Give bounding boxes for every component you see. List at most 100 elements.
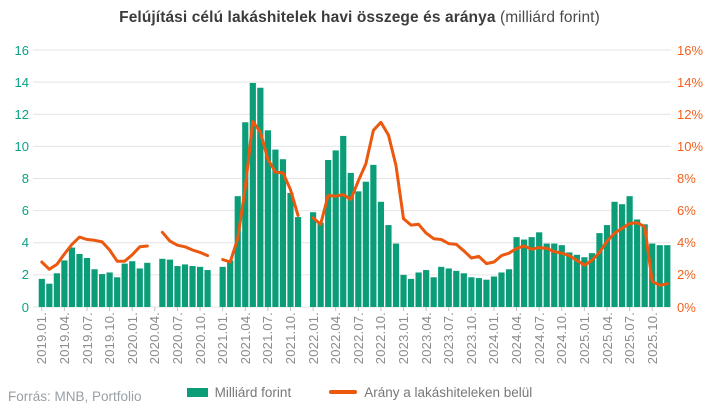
bar-2025.03.[interactable]: [596, 233, 603, 307]
ratio-line-segment[interactable]: [311, 120, 669, 287]
bar-2023.09.[interactable]: [460, 273, 467, 307]
ratio-line-segment[interactable]: [160, 230, 210, 258]
bar-2021.07.[interactable]: [264, 130, 271, 307]
bar-2025.09.[interactable]: [641, 224, 648, 307]
bar-2023.02.[interactable]: [407, 278, 415, 307]
bar-2019.10.[interactable]: [106, 272, 113, 307]
legend-item-line-series[interactable]: Arány a lakáshiteleken belül: [329, 385, 532, 400]
bar-2023.08.[interactable]: [453, 270, 460, 307]
bar-2020.02.[interactable]: [136, 268, 143, 307]
bar-2023.04.[interactable]: [423, 270, 430, 307]
bar-2019.03.[interactable]: [53, 273, 60, 307]
bar-2019.05.[interactable]: [68, 247, 76, 307]
y-axis-right-tick-label: 8%: [677, 171, 696, 186]
bar-2021.09.[interactable]: [279, 159, 287, 307]
bar-2020.05.[interactable]: [159, 258, 166, 307]
bar-2024.07.[interactable]: [536, 232, 543, 307]
y-axis-right-tick-label: 6%: [677, 203, 696, 219]
bar-2022.07.[interactable]: [355, 191, 362, 307]
bar-2021.06.[interactable]: [257, 87, 264, 307]
bar-2021.08.[interactable]: [272, 149, 279, 307]
bar-2019.04.[interactable]: [61, 260, 68, 307]
bar-2020.08.[interactable]: [181, 264, 189, 307]
bar-2023.06.[interactable]: [438, 266, 445, 307]
bar-2021.02.[interactable]: [227, 260, 234, 307]
bar-2023.12.[interactable]: [483, 279, 490, 307]
y-axis-left-tick-label: 2: [21, 267, 29, 283]
source-credit: Forrás: MNB, Portfolio: [8, 389, 142, 404]
legend-label-bar: Milliárd forint: [214, 384, 292, 400]
bar-2021.11.[interactable]: [294, 217, 302, 307]
bar-2019.06.[interactable]: [76, 253, 83, 307]
bar-2025.04.[interactable]: [603, 225, 611, 307]
bar-2022.12.[interactable]: [392, 243, 400, 307]
bar-2023.03.[interactable]: [415, 272, 422, 307]
x-axis-tick-label: 2024.07.: [531, 312, 547, 365]
bar-2020.11.[interactable]: [204, 270, 211, 307]
bar-2024.04.[interactable]: [513, 237, 520, 307]
bar-2025.01.[interactable]: [581, 257, 588, 307]
bar-2022.04.[interactable]: [332, 150, 339, 307]
bar-2019.11.[interactable]: [114, 277, 121, 307]
bar-2019.07.[interactable]: [83, 258, 91, 307]
bar-2021.03.[interactable]: [234, 196, 241, 307]
bar-2022.09.[interactable]: [370, 164, 377, 307]
bar-2022.06.[interactable]: [347, 172, 354, 307]
bar-2022.10.[interactable]: [377, 201, 385, 307]
x-axis-tick-label: 2021.01.: [215, 312, 231, 365]
bar-2020.07.[interactable]: [174, 266, 181, 307]
bar-2025.08.[interactable]: [634, 219, 641, 307]
bar-2022.11.[interactable]: [385, 225, 392, 307]
x-axis-tick-label: 2024.04.: [509, 312, 525, 365]
bar-2023.11.[interactable]: [475, 278, 482, 307]
bar-2019.08.[interactable]: [91, 269, 98, 307]
bar-2025.02.[interactable]: [588, 253, 596, 307]
bar-2023.07.[interactable]: [445, 268, 452, 307]
bar-2024.02.[interactable]: [498, 272, 505, 307]
bar-2024.06.[interactable]: [528, 237, 535, 307]
bar-2023.01.[interactable]: [400, 274, 407, 308]
bar-2025.06.[interactable]: [618, 204, 626, 307]
bar-2022.05.[interactable]: [340, 135, 347, 307]
bar-2020.09.[interactable]: [189, 266, 196, 307]
bar-2019.09.[interactable]: [98, 274, 106, 307]
legend-item-bar-series[interactable]: Milliárd forint: [186, 384, 292, 400]
y-axis-left-tick-label: 4: [21, 235, 29, 251]
ratio-line-segment[interactable]: [221, 120, 300, 264]
bar-2020.06.[interactable]: [166, 259, 174, 307]
bar-2020.01.[interactable]: [129, 261, 136, 307]
y-axis-right-tick-label: 10%: [677, 138, 704, 154]
chart-title-main: Felújítási célú lakáshitelek havi összeg…: [119, 9, 496, 26]
x-axis-tick-label: 2023.10.: [463, 312, 479, 365]
bar-2024.12.[interactable]: [573, 254, 580, 307]
bar-2021.01.[interactable]: [219, 266, 226, 307]
bar-2024.03.[interactable]: [505, 269, 513, 307]
bar-2021.05.[interactable]: [249, 82, 256, 308]
bar-2024.10.[interactable]: [558, 245, 565, 307]
bar-2021.04.[interactable]: [242, 122, 249, 307]
bar-2024.01.[interactable]: [490, 276, 498, 307]
bar-2024.09.[interactable]: [551, 243, 558, 307]
ratio-line-segment[interactable]: [40, 235, 149, 271]
bar-2024.05.[interactable]: [521, 239, 528, 307]
bar-2024.11.[interactable]: [566, 252, 573, 307]
bar-2023.10.[interactable]: [468, 277, 475, 307]
bar-2025.05.[interactable]: [611, 201, 618, 307]
bar-2020.10.[interactable]: [196, 266, 204, 307]
bar-2020.03.[interactable]: [144, 262, 151, 307]
bar-2022.02.[interactable]: [317, 222, 324, 307]
bar-2022.01.[interactable]: [310, 212, 317, 307]
bar-2021.10.[interactable]: [287, 192, 294, 307]
bar-2025.12.[interactable]: [664, 245, 671, 307]
bar-2019.02.[interactable]: [46, 283, 53, 307]
bar-2023.05.[interactable]: [430, 277, 437, 307]
bar-2022.03.[interactable]: [325, 160, 332, 307]
bar-2019.01.[interactable]: [38, 278, 45, 307]
bar-2019.12.[interactable]: [121, 263, 128, 307]
bar-2025.11.[interactable]: [656, 245, 663, 307]
bar-2022.08.[interactable]: [362, 181, 369, 307]
bar-2024.08.[interactable]: [543, 243, 550, 307]
bar-2025.07.[interactable]: [626, 196, 633, 307]
